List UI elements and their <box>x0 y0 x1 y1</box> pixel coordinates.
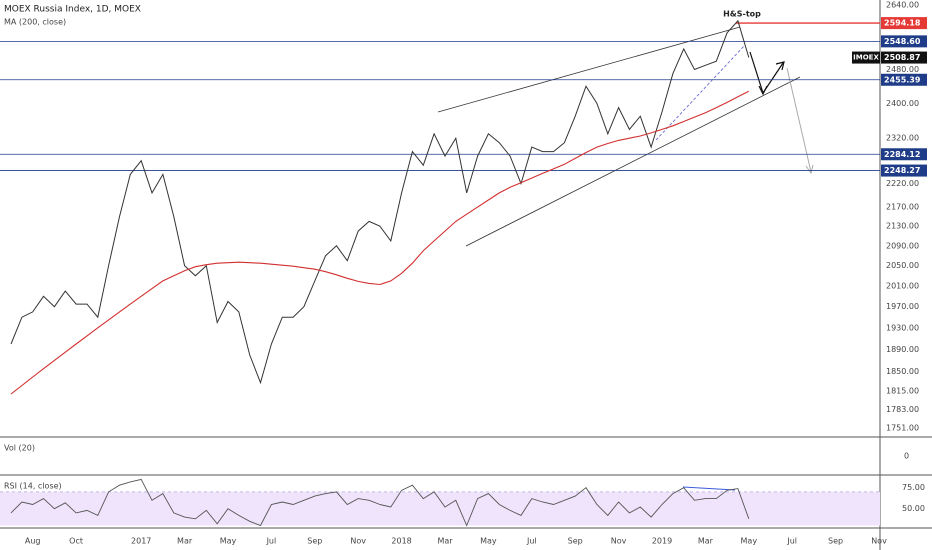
rsi-tick-label: 50.00 <box>902 504 925 513</box>
neckline <box>655 44 746 141</box>
level-label: 2284.12 <box>884 150 920 159</box>
y-tick-label: 2010.00 <box>886 281 919 290</box>
x-tick-label: May <box>741 537 758 546</box>
y-tick-label: 2090.00 <box>886 241 919 250</box>
symbol-tag <box>852 51 880 64</box>
rsi-title: RSI (14, close) <box>4 482 62 491</box>
legend-ma: MA (200, close) <box>4 18 66 27</box>
y-tick-label: 1930.00 <box>886 323 919 332</box>
x-tick-label: Sep <box>828 537 843 546</box>
level-tag <box>881 35 927 48</box>
level-label: 2455.39 <box>884 75 921 84</box>
y-tick-label: 1815.00 <box>886 387 919 396</box>
y-tick-label: 1783.00 <box>886 405 919 414</box>
x-tick-label: Sep <box>568 537 583 546</box>
x-tick-label: Nov <box>611 537 627 546</box>
y-tick-label: 1850.00 <box>886 367 919 376</box>
x-tick-label: 2017 <box>131 537 151 546</box>
level-tag <box>881 17 927 30</box>
y-tick-label: 1751.00 <box>886 424 919 433</box>
rsi-band <box>0 491 880 526</box>
level-label: 2548.60 <box>884 37 921 46</box>
drawings <box>437 26 814 491</box>
x-tick-label: Mar <box>177 537 193 546</box>
level-tag <box>881 148 927 161</box>
ma-line <box>10 90 750 395</box>
arrow-head <box>775 61 785 71</box>
symbol-label: IMOEX <box>853 54 879 62</box>
target-arrow <box>786 67 812 173</box>
level-label: 2594.18 <box>884 19 921 28</box>
y-tick-label: 2480.00 <box>886 65 919 74</box>
x-tick-label: Jul <box>786 537 797 546</box>
arrow-head <box>758 85 768 96</box>
x-tick-label: Sep <box>307 537 322 546</box>
y-tick-label: 2640.00 <box>886 1 919 10</box>
x-tick-label: 2018 <box>391 537 411 546</box>
y-tick-label: 2170.00 <box>886 203 919 212</box>
x-tick-label: 2019 <box>652 537 672 546</box>
last-price-tag <box>881 51 927 64</box>
arrow-head <box>805 164 814 175</box>
volume-tick-label: 0 <box>904 452 909 461</box>
annotation: H&S-top <box>723 10 761 19</box>
x-tick-label: Aug <box>25 537 41 546</box>
level-tag <box>881 73 927 86</box>
rsi-tick-label: 75.00 <box>902 483 925 492</box>
y-tick-label: 2130.00 <box>886 222 919 231</box>
x-tick-label: Jul <box>266 537 277 546</box>
level-tag <box>881 164 927 177</box>
y-tick-label: 1970.00 <box>886 302 919 311</box>
x-tick-label: Nov <box>350 537 366 546</box>
y-tick-label: 1890.00 <box>886 345 919 354</box>
x-tick-label: Mar <box>698 537 714 546</box>
x-tick-label: May <box>220 537 237 546</box>
y-tick-label: 2220.00 <box>886 179 919 188</box>
y-tick-label: 2400.00 <box>886 99 919 108</box>
x-tick-label: Oct <box>69 537 83 546</box>
y-tick-label: 2320.00 <box>886 134 919 143</box>
rsi-line <box>10 478 750 527</box>
y-tick-label: 2050.00 <box>886 261 919 270</box>
wedge-lower <box>465 76 801 247</box>
level-label: 2248.27 <box>884 166 920 175</box>
chart-title: MOEX Russia Index, 1D, MOEX <box>4 5 141 15</box>
x-tick-label: Nov <box>871 537 887 546</box>
x-tick-label: Mar <box>437 537 453 546</box>
x-tick-label: May <box>480 537 497 546</box>
divergence-line <box>682 486 736 491</box>
x-tick-label: Jul <box>526 537 537 546</box>
price-line <box>10 19 750 385</box>
volume-title: Vol (20) <box>4 444 35 453</box>
last-price-label: 2508.87 <box>884 53 920 62</box>
